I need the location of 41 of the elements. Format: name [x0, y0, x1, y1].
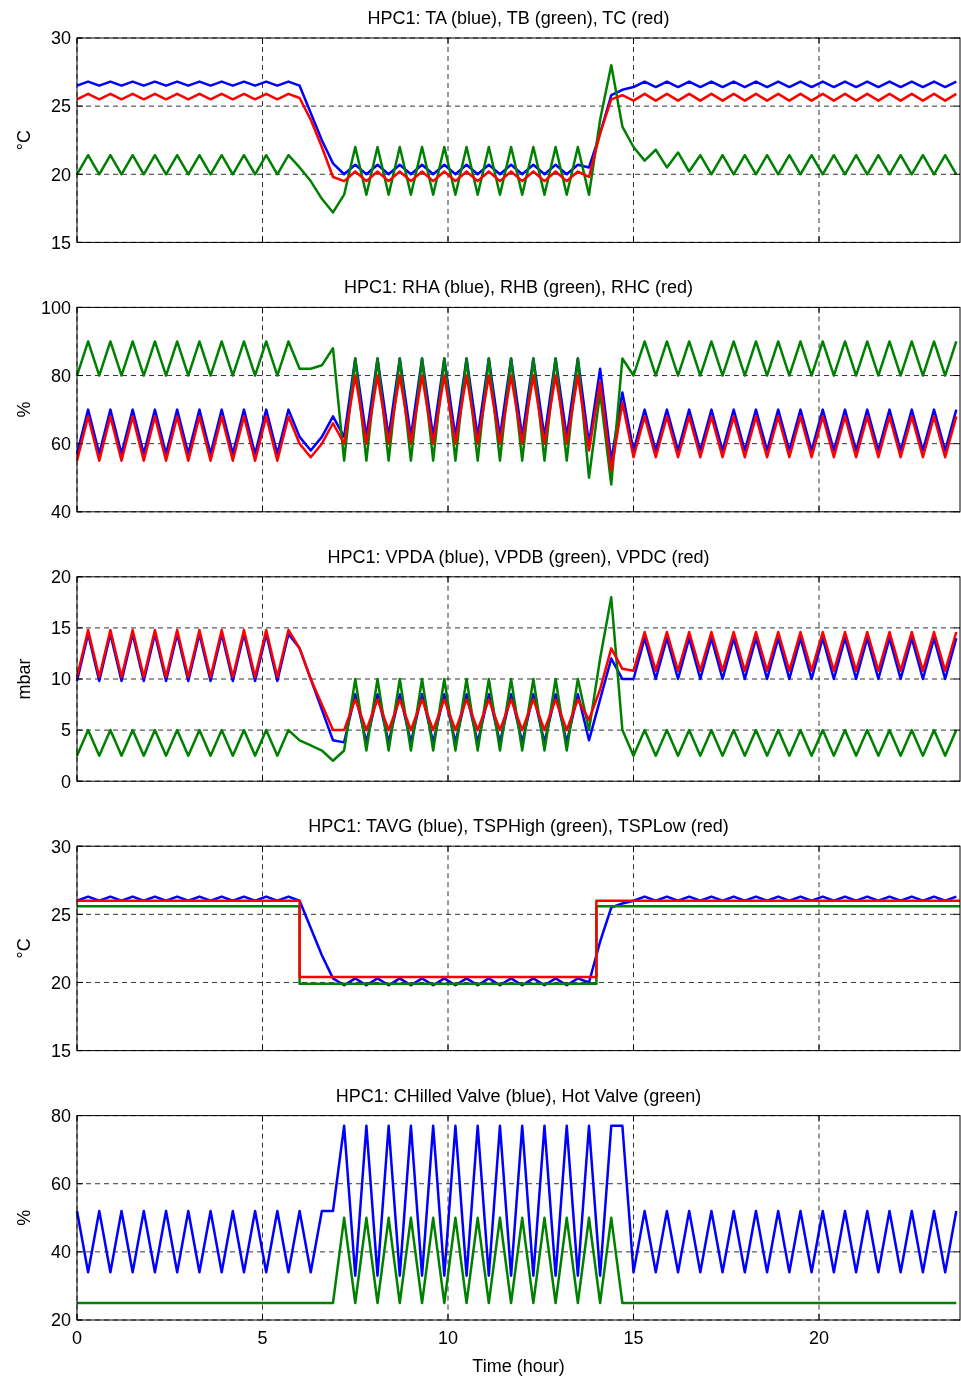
chart-title: HPC1: TAVG (blue), TSPHigh (green), TSPLow (red)	[308, 816, 729, 837]
y-tick-label: 80	[50, 1105, 71, 1126]
y-tick-label: 20	[50, 1310, 71, 1331]
y-tick-label: 80	[50, 365, 71, 386]
y-tick-label: 15	[50, 232, 71, 253]
y-axis-title: %	[14, 1209, 34, 1226]
x-axis-title: Time (hour)	[472, 1356, 565, 1376]
y-tick-label: 0	[60, 771, 71, 792]
y-axis-title: °C	[14, 938, 34, 959]
y-tick-label: 25	[50, 96, 71, 117]
line-series	[75, 595, 958, 763]
x-tick-label: 10	[437, 1328, 459, 1348]
y-tick-label: 15	[50, 1040, 71, 1061]
y-axis-title: mbar	[14, 658, 34, 700]
y-tick-label: 100	[40, 297, 71, 318]
y-tick-label: 60	[50, 1174, 71, 1195]
y-tick-label: 25	[50, 904, 71, 925]
y-tick-label: 60	[50, 433, 71, 454]
x-tick-label: 20	[809, 1328, 830, 1348]
line-series	[75, 1124, 958, 1277]
y-axis-title: °C	[14, 130, 34, 151]
chart-title: HPC1: CHilled Valve (blue), Hot Valve (green)	[335, 1085, 702, 1106]
y-tick-label: 40	[50, 502, 71, 523]
line-series	[75, 374, 958, 473]
x-tick-label: 5	[257, 1328, 268, 1348]
chart-title: HPC1: TA (blue), TB (green), TC (red)	[367, 8, 670, 28]
line-series	[75, 64, 958, 214]
y-tick-label: 10	[50, 669, 71, 690]
y-tick-label: 30	[50, 28, 71, 49]
line-series	[75, 92, 958, 183]
y-tick-label: 20	[50, 972, 71, 993]
y-tick-label: 15	[50, 618, 71, 639]
y-tick-label: 30	[50, 836, 71, 857]
chart-title: HPC1: VPDA (blue), VPDB (green), VPDC (red)	[327, 546, 710, 567]
x-tick-label: 15	[623, 1328, 644, 1348]
y-tick-label: 40	[50, 1242, 71, 1263]
y-axis-title: %	[14, 401, 34, 418]
y-tick-label: 20	[50, 164, 71, 185]
y-tick-label: 5	[60, 720, 71, 741]
chart-title: HPC1: RHA (blue), RHB (green), RHC (red)	[343, 277, 694, 298]
y-tick-label: 20	[50, 567, 71, 588]
